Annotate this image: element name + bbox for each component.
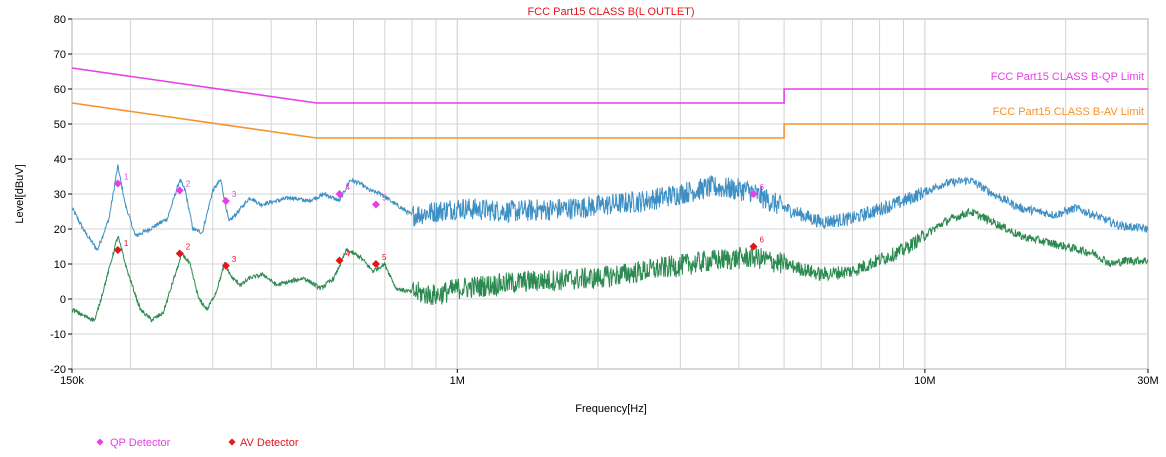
legend-av-label: AV Detector <box>240 437 299 449</box>
y-tick-label: 40 <box>54 154 66 166</box>
y-tick-label: 30 <box>54 189 66 201</box>
y-tick-label: 0 <box>60 294 66 306</box>
legend: QP Detector AV Detector <box>96 437 299 449</box>
qp-marker <box>175 186 184 195</box>
chart-title: FCC Part15 CLASS B(L OUTLET) <box>527 6 694 18</box>
qp-marker <box>113 179 122 188</box>
y-tick-label: 70 <box>54 49 66 61</box>
av-marker <box>221 261 230 270</box>
y-tick-label: 10 <box>54 259 66 271</box>
qp-limit-label: FCC Part15 CLASS B-QP Limit <box>991 71 1144 83</box>
y-axis-ticks: -20 -10 0 10 20 30 40 50 60 70 80 <box>50 14 72 376</box>
y-tick-label: 60 <box>54 84 66 96</box>
qp-marker-label: 4 <box>346 183 351 192</box>
av-marker <box>371 260 380 268</box>
y-axis-label: Level[dBuV] <box>14 164 26 223</box>
legend-qp-marker <box>96 438 104 446</box>
x-axis-label: Frequency[Hz] <box>575 403 647 415</box>
av-marker <box>749 242 758 251</box>
x-axis-ticks: 150k 1M 10M 30M <box>60 369 1159 387</box>
av-markers: 1 2 3 4 5 6 <box>113 236 764 270</box>
av-marker-label: 3 <box>232 255 237 264</box>
av-limit-line <box>72 102 1148 139</box>
qp-marker-label: 2 <box>186 180 191 189</box>
x-tick-label: 1M <box>450 375 465 387</box>
legend-av-marker <box>228 438 236 446</box>
av-trace-line <box>72 208 1148 323</box>
x-tick-label: 30M <box>1137 375 1158 387</box>
av-marker-label: 2 <box>186 243 191 252</box>
qp-marker-label: 1 <box>124 173 129 182</box>
qp-marker <box>335 190 344 198</box>
av-limit-label: FCC Part15 CLASS B-AV Limit <box>993 106 1144 118</box>
av-marker <box>175 249 184 258</box>
av-marker-label: 6 <box>759 236 764 245</box>
qp-limit-line <box>72 67 1148 104</box>
qp-marker <box>749 190 758 198</box>
y-tick-label: -10 <box>50 329 66 341</box>
qp-trace-line <box>72 164 1148 251</box>
qp-marker <box>371 200 380 209</box>
av-marker-label: 5 <box>382 253 387 262</box>
y-tick-label: 50 <box>54 119 66 131</box>
y-tick-label: -20 <box>50 364 66 376</box>
qp-marker-label: 5 <box>382 194 387 203</box>
y-tick-label: 20 <box>54 224 66 236</box>
x-tick-label: 10M <box>914 375 935 387</box>
av-marker <box>113 246 122 254</box>
x-tick-label: 150k <box>60 375 84 387</box>
qp-markers: 1 2 3 4 5 6 <box>113 173 764 209</box>
y-tick-label: 80 <box>54 14 66 26</box>
legend-qp-label: QP Detector <box>110 437 171 449</box>
qp-marker <box>221 197 230 205</box>
av-marker <box>335 256 344 265</box>
av-marker-label: 1 <box>124 239 129 248</box>
qp-marker-label: 3 <box>232 190 237 199</box>
av-marker-label: 4 <box>346 250 351 259</box>
qp-marker-label: 6 <box>759 183 764 192</box>
